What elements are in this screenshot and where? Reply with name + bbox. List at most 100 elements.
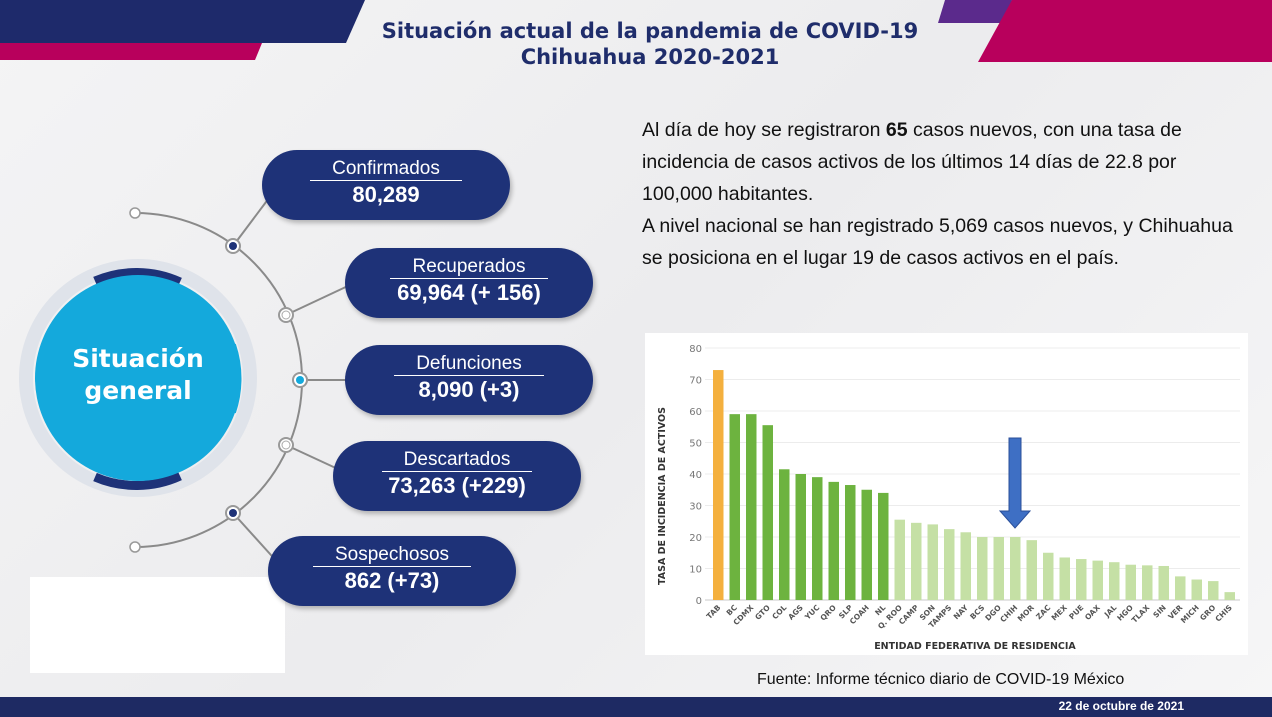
arrow-icon	[998, 437, 1032, 529]
bar-chis	[1224, 592, 1235, 600]
x-tick-label: YUC	[802, 603, 821, 622]
stat-descartados: Descartados 73,263 (+229)	[333, 441, 581, 511]
y-tick-label: 30	[689, 502, 702, 513]
header-purple-band	[938, 0, 1012, 23]
chart-panel: 0 10 20 30 40 50 60 70 80 TAB BC CDMX GTO COL AGS YUC QR…	[645, 333, 1248, 655]
page-title: Situación actual de la pandemia de COVID…	[300, 18, 1000, 70]
x-tick-label: QRO	[818, 603, 837, 622]
bar-slp	[845, 485, 856, 600]
bar-dgo	[993, 537, 1004, 600]
x-tick-label: SIN	[1151, 603, 1168, 620]
bar-zac	[1043, 552, 1054, 600]
bar-cdmx	[746, 414, 757, 600]
x-tick-label: CHIH	[998, 603, 1019, 624]
x-tick-label: TLAX	[1130, 603, 1152, 625]
bar-chih	[1010, 537, 1021, 600]
y-tick-label: 40	[689, 470, 702, 481]
stat-label: Sospechosos	[312, 544, 472, 567]
x-tick-label: MOR	[1016, 603, 1036, 623]
node-icon	[129, 541, 141, 553]
footer-date: 22 de octubre de 2021	[1058, 699, 1184, 713]
stat-label: Descartados	[381, 449, 533, 472]
bar-col	[779, 469, 790, 600]
stat-sospechosos: Sospechosos 862 (+73)	[268, 536, 516, 606]
bar-oax	[1092, 560, 1103, 600]
bar-gro	[1208, 581, 1219, 600]
footer-bar	[0, 697, 1272, 717]
stat-defunciones: Defunciones 8,090 (+3)	[345, 345, 593, 415]
stat-label: Recuperados	[390, 256, 548, 279]
blank-panel	[30, 577, 285, 673]
center-label: Situación general	[35, 343, 241, 407]
bar-son	[927, 524, 938, 600]
bar-nl	[878, 492, 889, 600]
stat-value: 862 (+73)	[344, 568, 440, 593]
x-axis-title: ENTIDAD FEDERATIVA DE RESIDENCIA	[874, 641, 1076, 652]
summary-paragraph-2: A nivel nacional se han registrado 5,069…	[642, 215, 1233, 269]
y-tick-label: 10	[689, 565, 702, 576]
x-tick-label: ZAC	[1034, 603, 1053, 622]
x-tick-label: NAY	[952, 603, 971, 622]
x-tick-label: GTO	[753, 603, 772, 622]
bar-qroo	[894, 519, 905, 600]
bar-sin	[1158, 565, 1169, 600]
bar-tlax	[1142, 565, 1153, 600]
x-tick-label: TAB	[705, 603, 723, 621]
header-magenta-band-left	[0, 43, 262, 60]
header-navy-band	[0, 0, 365, 43]
title-line-2: Chihuahua 2020-2021	[520, 45, 780, 69]
stat-recuperados: Recuperados 69,964 (+ 156)	[345, 248, 593, 318]
bar-bc	[729, 414, 740, 600]
center-circle	[35, 275, 241, 481]
bar-mex	[1059, 557, 1070, 600]
bar-ver	[1175, 576, 1186, 600]
ring-accent-top	[93, 268, 182, 287]
stat-confirmados: Confirmados 80,289	[262, 150, 510, 220]
x-tick-label: PUE	[1067, 603, 1085, 621]
node-icon	[129, 207, 141, 219]
y-tick-label: 70	[689, 376, 702, 387]
header-magenta-band-right	[978, 0, 1272, 62]
connector-line	[285, 284, 351, 316]
x-tick-label: OAX	[1083, 603, 1102, 622]
x-tick-label: COL	[770, 603, 788, 621]
stat-value: 8,090 (+3)	[418, 377, 520, 402]
summary-text: Al día de hoy se registraron 65 casos nu…	[642, 114, 1252, 274]
x-tick-label: MICH	[1179, 603, 1201, 625]
stat-label: Confirmados	[310, 158, 462, 181]
ring-accent-bottom	[93, 471, 182, 490]
bar-mor	[1026, 540, 1037, 600]
bar-gto	[762, 425, 773, 600]
y-tick-label: 50	[689, 439, 702, 450]
y-tick-label: 0	[696, 596, 702, 607]
x-tick-label: MEX	[1050, 603, 1070, 623]
bar-coah	[861, 489, 872, 600]
bar-pue	[1076, 559, 1087, 600]
bar-tab	[713, 370, 724, 600]
center-label-line-1: Situación	[72, 344, 204, 373]
source-note: Fuente: Informe técnico diario de COVID-…	[757, 671, 1125, 688]
y-tick-label: 60	[689, 407, 702, 418]
new-cases-count: 65	[885, 119, 908, 141]
stat-value: 80,289	[352, 182, 420, 207]
bar-ags	[795, 474, 806, 600]
connector-line	[285, 444, 341, 471]
summary-text-1b: casos nuevos, con una tasa de incidencia…	[642, 119, 1182, 205]
summary-paragraph-1: Al día de hoy se registraron 65 casos nu…	[642, 114, 1252, 210]
x-tick-label: AGS	[786, 603, 805, 622]
bar-hgo	[1125, 564, 1136, 600]
bar-nay	[960, 532, 971, 600]
stat-value: 69,964 (+ 156)	[397, 280, 541, 305]
bar-mich	[1191, 579, 1202, 600]
y-axis-title: TASA DE INCIDENCIA DE ACTIVOS	[657, 407, 668, 585]
stat-label: Defunciones	[394, 353, 544, 376]
stat-value: 73,263 (+229)	[388, 473, 526, 498]
summary-text-1a: Al día de hoy se registraron	[642, 119, 886, 141]
x-tick-label: CHIS	[1213, 603, 1233, 623]
bar-qro	[828, 481, 839, 600]
bar-yuc	[812, 477, 823, 600]
center-label-line-2: general	[84, 376, 192, 405]
